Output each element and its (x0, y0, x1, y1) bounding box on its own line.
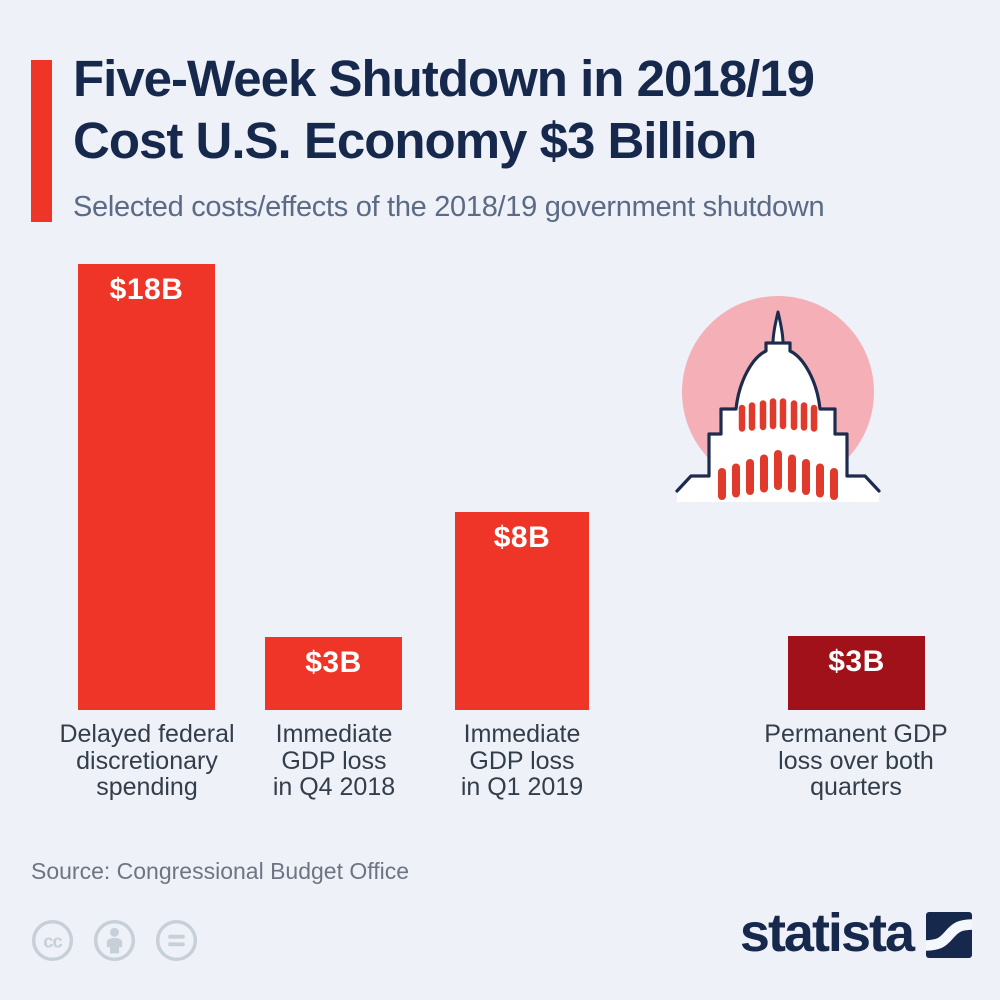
bar-value-label: $18B (109, 273, 184, 306)
bar-delayed-federal-discretionary-spending: $18B (78, 264, 215, 710)
attribution-person-icon[interactable] (92, 918, 137, 963)
bar-value-label: $8B (493, 521, 551, 554)
capitol-windows-upper (738, 398, 818, 432)
no-derivatives-equals-icon[interactable] (154, 918, 199, 963)
svg-text:cc: cc (43, 931, 62, 952)
chart-subtitle: Selected costs/effects of the 2018/19 go… (73, 191, 825, 223)
category-label: Immediate GDP loss in Q1 2019 (460, 720, 584, 801)
bar-value-label: $3B (305, 646, 362, 679)
title-accent-bar (31, 60, 52, 222)
capitol-building-icon (675, 296, 881, 502)
capitol-windows-lower (718, 450, 838, 500)
license-badges: cc (30, 918, 199, 963)
source-note: Source: Congressional Budget Office (31, 858, 410, 884)
bar-permanent-gdp-loss: $3B (788, 636, 925, 710)
bar-immediate-gdp-loss-q4-2018: $3B (265, 637, 402, 710)
bar-value-label: $3B (828, 645, 885, 678)
category-label: Delayed federal discretionary spending (59, 720, 235, 801)
category-label: Permanent GDP loss over both quarters (764, 720, 948, 801)
cc-icon[interactable]: cc (30, 918, 75, 963)
bar-immediate-gdp-loss-q1-2019: $8B (455, 512, 589, 710)
chart-title: Five-Week Shutdown in 2018/19 Cost U.S. … (73, 50, 815, 169)
statista-wordmark: statista (739, 903, 915, 963)
category-label: Immediate GDP loss in Q4 2018 (272, 720, 396, 801)
statista-logo[interactable]: statista (740, 906, 972, 964)
statista-logo-mark-icon (926, 912, 972, 958)
